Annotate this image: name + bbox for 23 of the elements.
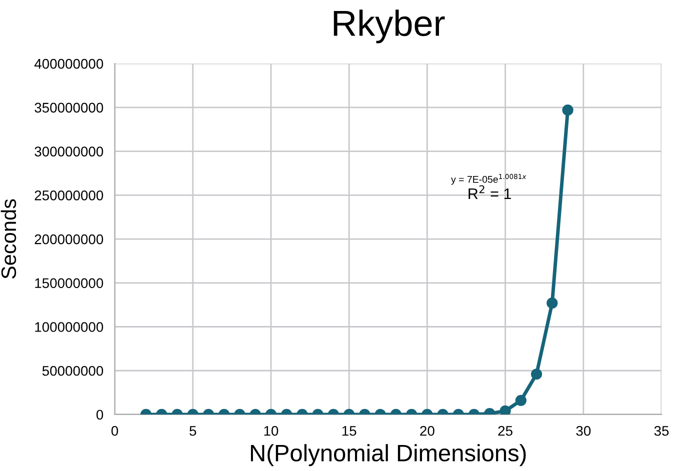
annotation: R$^{2}$ = 1 [468, 185, 511, 200]
y-tick-label: 100000000 [35, 322, 104, 332]
chart-title: Rkyber [334, 10, 445, 44]
point [562, 104, 574, 116]
y-tick-label: 150000000 [35, 278, 104, 288]
x-tick-label: 5 [190, 426, 196, 436]
x-tick-label: 15 [342, 426, 356, 436]
x-tick-label: 25 [498, 426, 512, 436]
x-tick-label: 0 [111, 426, 118, 436]
y-tick-label: 250000000 [34, 190, 104, 200]
annotation: y = 7E-05e$^{1.0081x}$ [451, 174, 526, 185]
x-tick-label: 35 [654, 426, 669, 436]
x-tick-label: 20 [420, 426, 434, 436]
y-tick-label: 300000000 [34, 146, 104, 156]
x-axis-title: N(Polynomial Dimensions) [250, 444, 526, 466]
y-tick-label: 200000000 [34, 234, 104, 244]
y-tick-label: 50000000 [42, 366, 104, 376]
y-axis-title: Seconds [0, 199, 16, 279]
y-tick-label: 400000000 [34, 58, 104, 69]
x-tick-label: 30 [576, 426, 591, 436]
y-tick-label: 350000000 [34, 102, 104, 113]
x-tick-label: 10 [264, 426, 278, 436]
y-tick-label: 0 [96, 410, 104, 420]
